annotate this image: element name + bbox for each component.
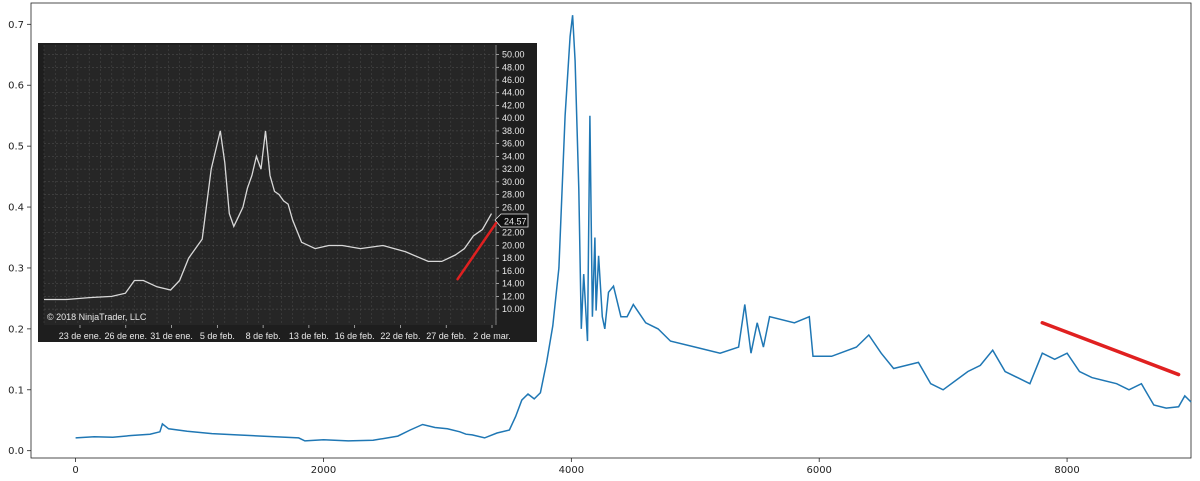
inset-y-tick-label: 34.00 — [502, 151, 525, 161]
x-tick-label: 8000 — [1054, 465, 1079, 476]
inset-x-tick-label: 23 de ene. — [59, 331, 102, 341]
inset-y-tick-label: 50.00 — [502, 50, 525, 60]
inset-x-tick-label: 22 de feb. — [380, 331, 420, 341]
x-tick-label: 0 — [72, 465, 78, 476]
inset-x-tick-label: 27 de feb. — [426, 331, 466, 341]
inset-y-tick-label: 20.00 — [502, 240, 525, 250]
inset-y-tick-label: 48.00 — [502, 62, 525, 72]
inset-x-tick-label: 16 de feb. — [335, 331, 375, 341]
inset-y-tick-label: 44.00 — [502, 88, 525, 98]
inset-y-tick-label: 30.00 — [502, 177, 525, 187]
inset-trend-line — [456, 221, 498, 281]
inset-y-tick-label: 42.00 — [502, 100, 525, 110]
y-tick-label: 0.6 — [8, 81, 24, 92]
inset-y-tick-label: 32.00 — [502, 164, 525, 174]
y-tick-label: 0.7 — [8, 20, 24, 31]
inset-x-tick-label: 26 de ene. — [105, 331, 148, 341]
watermark: © 2018 NinjaTrader, LLC — [47, 312, 147, 322]
inset-y-tick-label: 26.00 — [502, 202, 525, 212]
y-tick-label: 0.1 — [8, 385, 24, 396]
inset-x-tick-label: 5 de feb. — [200, 331, 235, 341]
x-axis: 0 2000 4000 6000 8000 — [72, 458, 1080, 476]
last-price-label: 24.57 — [504, 217, 527, 227]
inset-y-tick-label: 12.00 — [502, 291, 525, 301]
inset-y-tick-label: 16.00 — [502, 266, 525, 276]
inset-chart: 10.0012.0014.0016.0018.0020.0022.0024.00… — [38, 43, 537, 342]
inset-y-tick-label: 46.00 — [502, 75, 525, 85]
inset-y-tick-label: 38.00 — [502, 126, 525, 136]
x-tick-label: 2000 — [311, 465, 336, 476]
inset-y-tick-label: 22.00 — [502, 228, 525, 238]
y-tick-label: 0.0 — [8, 446, 24, 457]
inset-y-tick-label: 10.00 — [502, 304, 525, 314]
y-tick-label: 0.3 — [8, 263, 24, 274]
last-price-marker: 24.57 — [494, 213, 529, 228]
y-tick-label: 0.5 — [8, 142, 24, 153]
inset-x-tick-label: 31 de ene. — [150, 331, 193, 341]
inset-x-tick-label: 2 de mar. — [473, 331, 511, 341]
y-axis: 0.0 0.1 0.2 0.3 0.4 0.5 0.6 0.7 — [8, 20, 31, 457]
x-tick-label: 4000 — [559, 465, 584, 476]
inset-x-axis: 23 de ene. 26 de ene. 31 de ene. 5 de feb. 8… — [59, 325, 511, 341]
inset-y-tick-label: 18.00 — [502, 253, 525, 263]
y-tick-label: 0.4 — [8, 203, 24, 214]
inset-x-tick-label: 13 de feb. — [289, 331, 329, 341]
y-tick-label: 0.2 — [8, 324, 24, 335]
series-line — [75, 15, 1192, 442]
inset-y-tick-label: 28.00 — [502, 190, 525, 200]
inset-y-tick-label: 36.00 — [502, 139, 525, 149]
inset-x-tick-label: 8 de feb. — [246, 331, 281, 341]
inset-price-line — [44, 130, 493, 301]
trend-line — [1040, 321, 1181, 377]
inset-y-tick-label: 40.00 — [502, 113, 525, 123]
inset-grid — [43, 45, 497, 325]
inset-y-tick-label: 14.00 — [502, 279, 525, 289]
x-tick-label: 6000 — [806, 465, 831, 476]
